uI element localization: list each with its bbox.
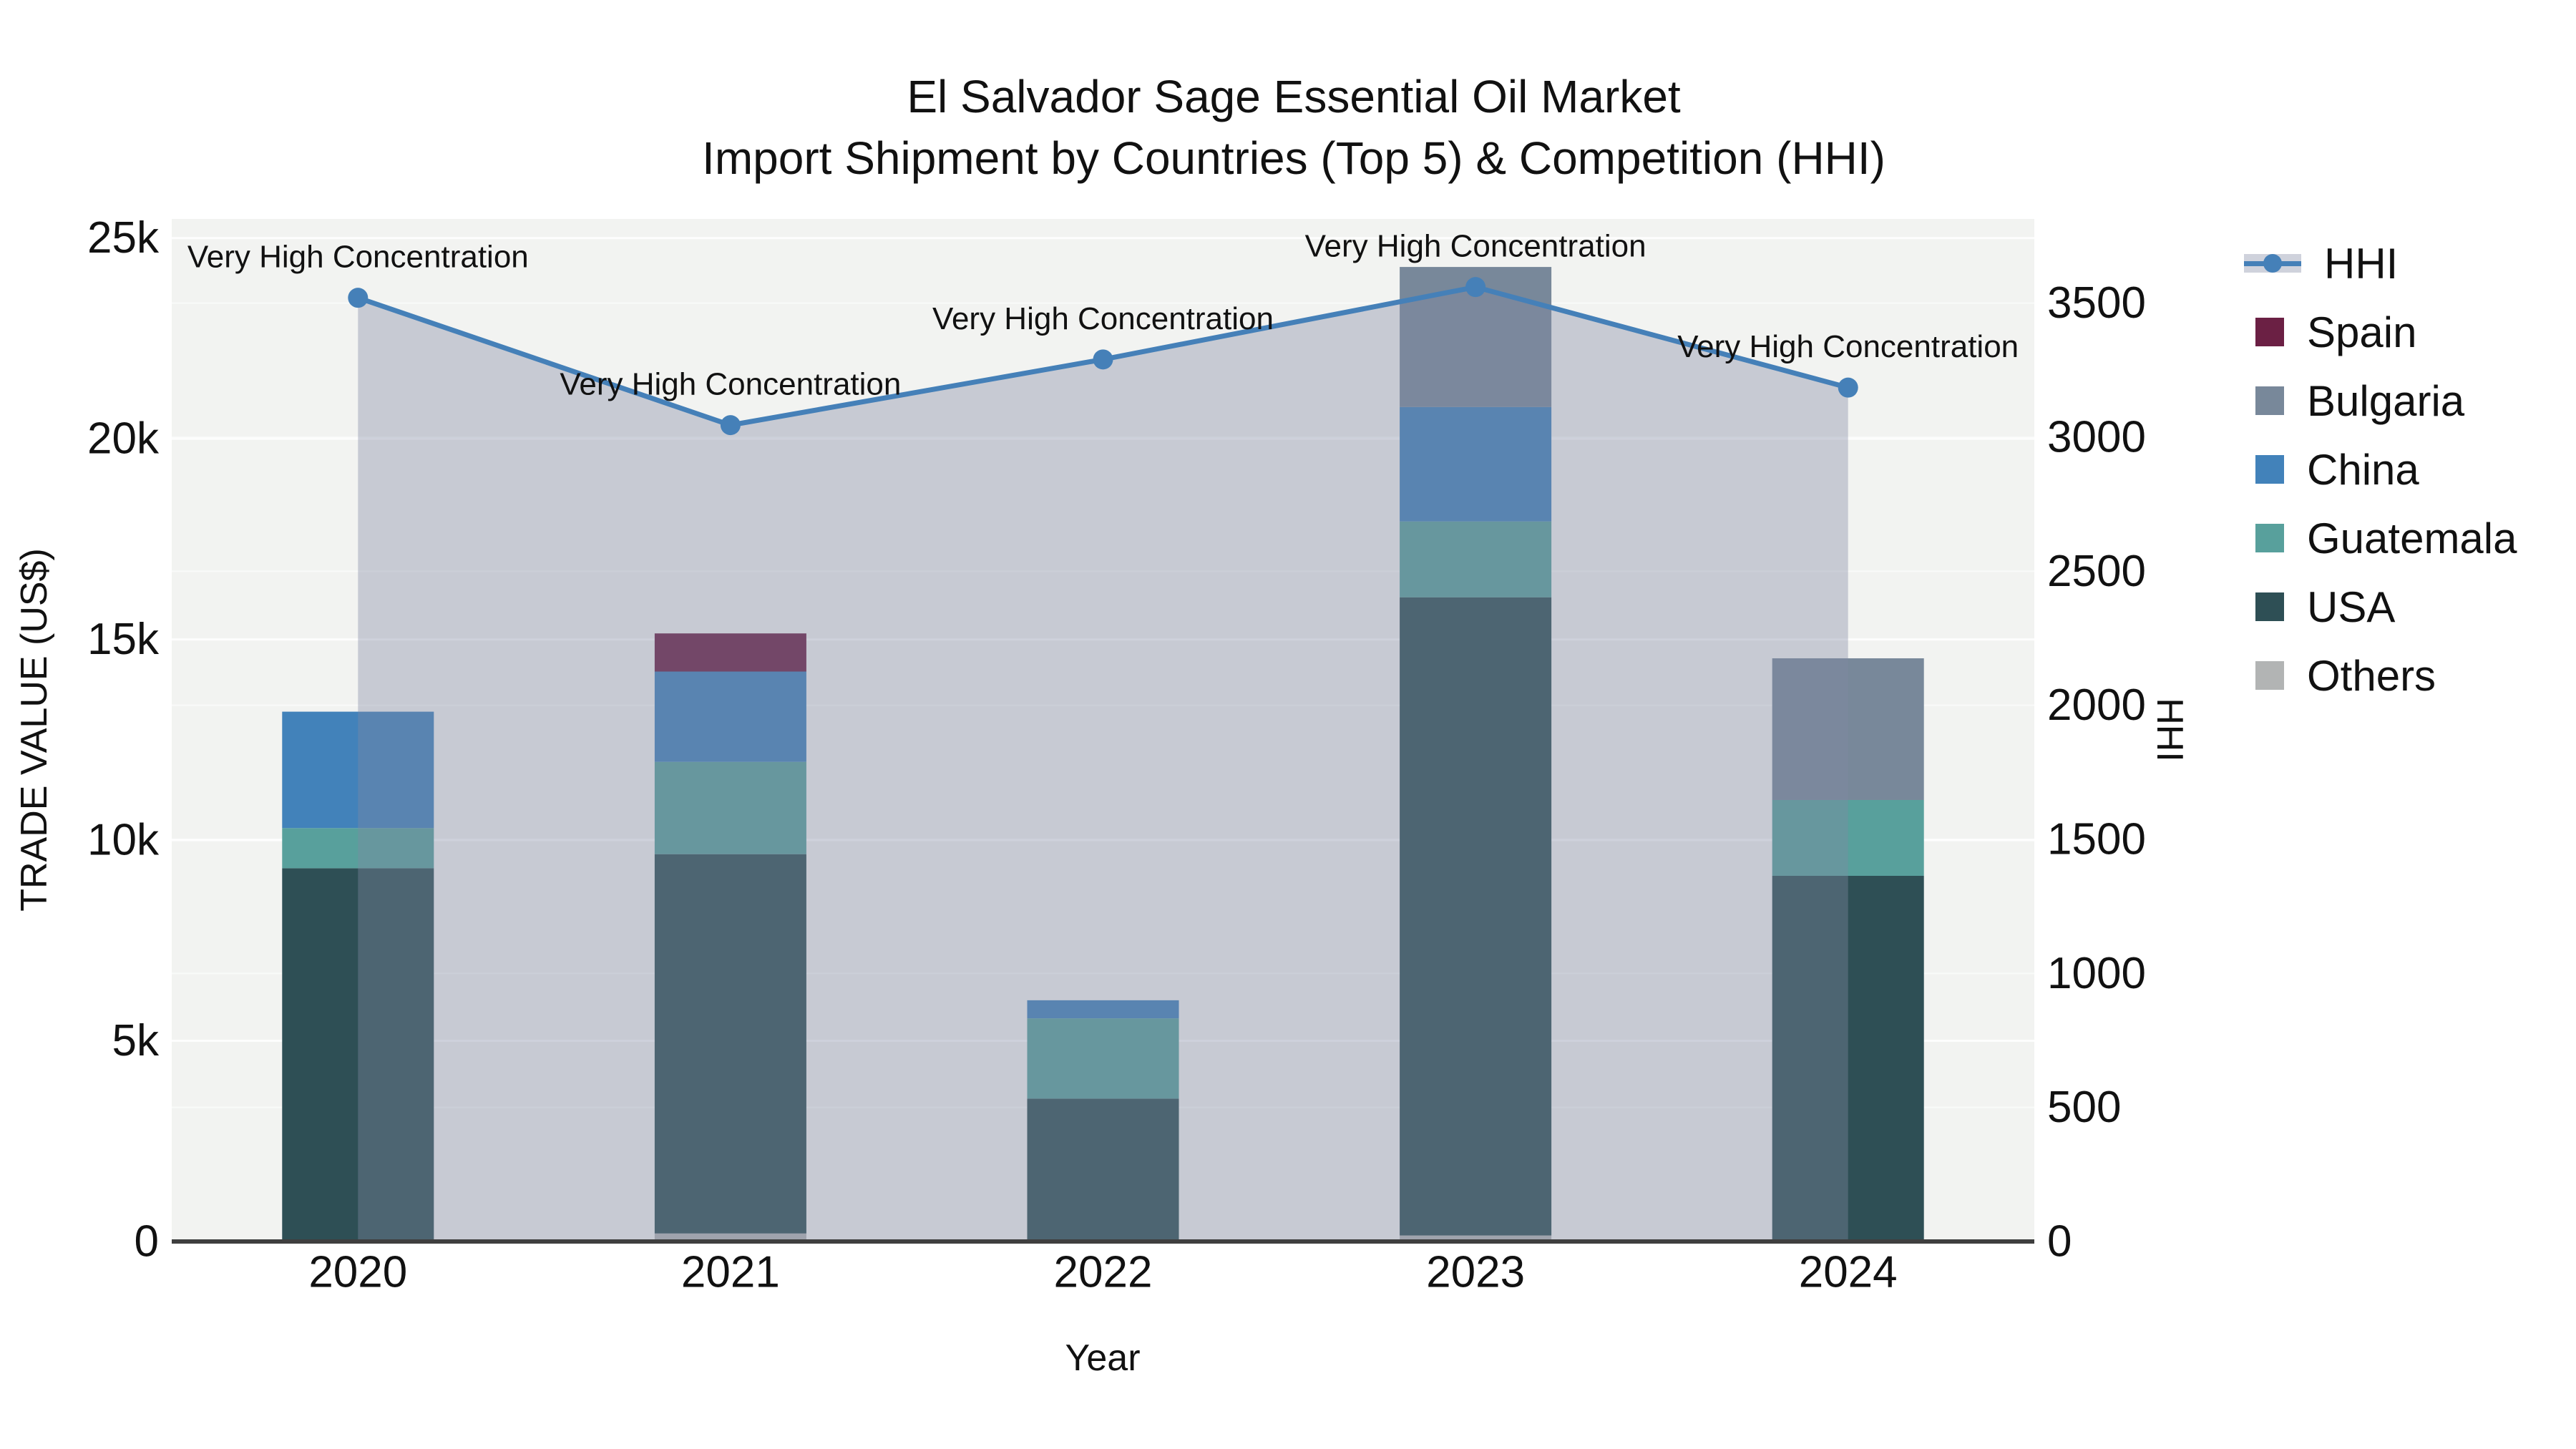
legend-swatch-icon (2255, 455, 2284, 484)
legend-item-label: Bulgaria (2307, 376, 2465, 425)
legend-item-label: Others (2307, 651, 2436, 700)
hhi-area (358, 287, 1848, 1241)
annotation-concentration: Very High Concentration (560, 367, 901, 402)
y-right-tick-label: 2500 (2047, 547, 2146, 596)
x-tick-label: 2021 (681, 1248, 780, 1297)
legend-item-china[interactable]: China (2244, 445, 2419, 494)
chart-subtitle: Import Shipment by Countries (Top 5) & C… (702, 132, 1885, 184)
legend-item-label: USA (2307, 582, 2396, 631)
x-tick-label: 2022 (1054, 1248, 1153, 1297)
legend-item-label: Spain (2307, 308, 2417, 356)
legend-item-label: China (2307, 445, 2419, 494)
bar-segment-guatemala-2020 (282, 828, 434, 869)
bar-segment-china-2021 (654, 671, 806, 762)
bar-segment-spain-2021 (654, 633, 806, 672)
annotation-concentration: Very High Concentration (1305, 229, 1646, 264)
y-left-tick-label: 10k (87, 816, 160, 865)
bar-segment-china-2023 (1400, 406, 1552, 522)
hhi-marker-2023 (1465, 277, 1486, 298)
y-left-tick-label: 25k (87, 213, 160, 263)
legend-item-guatemala[interactable]: Guatemala (2244, 514, 2517, 562)
y-left-tick-label: 15k (87, 615, 160, 664)
hhi-marker-2022 (1093, 349, 1113, 370)
y-right-tick-label: 3500 (2047, 278, 2146, 328)
legend-swatch-icon (2255, 318, 2284, 346)
bar-segment-others-2021 (654, 1233, 806, 1241)
legend-item-usa[interactable]: USA (2244, 583, 2395, 631)
x-axis-title: Year (1065, 1337, 1141, 1379)
y-right-tick-label: 2000 (2047, 680, 2146, 730)
hhi-line-legend-icon (2244, 254, 2301, 273)
annotation-concentration: Very High Concentration (1677, 329, 2019, 364)
y-right-tick-label: 1000 (2047, 949, 2146, 998)
legend-swatch-icon (2255, 386, 2284, 415)
x-tick-label: 2024 (1799, 1248, 1898, 1297)
y-right-tick-label: 0 (2047, 1217, 2072, 1267)
chart-title: El Salvador Sage Essential Oil Market (907, 71, 1681, 122)
y-left-tick-label: 0 (135, 1217, 159, 1267)
annotation-concentration: Very High Concentration (932, 301, 1274, 336)
legend-item-bulgaria[interactable]: Bulgaria (2244, 377, 2464, 425)
y-right-tick-label: 3000 (2047, 412, 2146, 462)
bar-segment-china-2022 (1027, 1000, 1179, 1019)
hhi-marker-2020 (348, 288, 369, 308)
bar-segment-bulgaria-2024 (1772, 658, 1924, 800)
bar-segment-usa-2022 (1027, 1098, 1179, 1241)
bar-segment-usa-2023 (1400, 597, 1552, 1236)
hhi-marker-2021 (720, 415, 741, 436)
legend-item-spain[interactable]: Spain (2244, 308, 2416, 356)
bar-segment-guatemala-2024 (1772, 799, 1924, 877)
annotation-concentration: Very High Concentration (187, 240, 529, 275)
bar-segment-china-2020 (282, 711, 434, 829)
bar-segment-guatemala-2021 (654, 761, 806, 854)
x-tick-label: 2023 (1426, 1248, 1525, 1297)
legend-item-hhi[interactable]: HHI (2244, 239, 2399, 288)
legend-item-label: HHI (2324, 239, 2399, 288)
legend-swatch-icon (2255, 592, 2284, 621)
legend: HHI Spain Bulgaria China Guatemala USA Others (2244, 0, 2573, 1449)
bar-segment-guatemala-2023 (1400, 521, 1552, 597)
y-left-tick-label: 20k (87, 414, 160, 464)
y-right-tick-label: 500 (2047, 1083, 2121, 1132)
bar-segment-guatemala-2022 (1027, 1018, 1179, 1099)
hhi-marker-2024 (1838, 377, 1858, 398)
x-tick-label: 2020 (308, 1248, 407, 1297)
bar-segment-others-2023 (1400, 1235, 1552, 1241)
legend-swatch-icon (2255, 661, 2284, 690)
legend-swatch-icon (2255, 524, 2284, 552)
legend-item-others[interactable]: Others (2244, 652, 2436, 700)
bar-segment-usa-2024 (1772, 876, 1924, 1241)
y-right-tick-label: 1500 (2047, 814, 2146, 864)
bar-segment-usa-2021 (654, 854, 806, 1234)
bar-segment-usa-2020 (282, 868, 434, 1241)
y-left-tick-label: 5k (112, 1016, 160, 1065)
legend-item-label: Guatemala (2307, 514, 2517, 562)
